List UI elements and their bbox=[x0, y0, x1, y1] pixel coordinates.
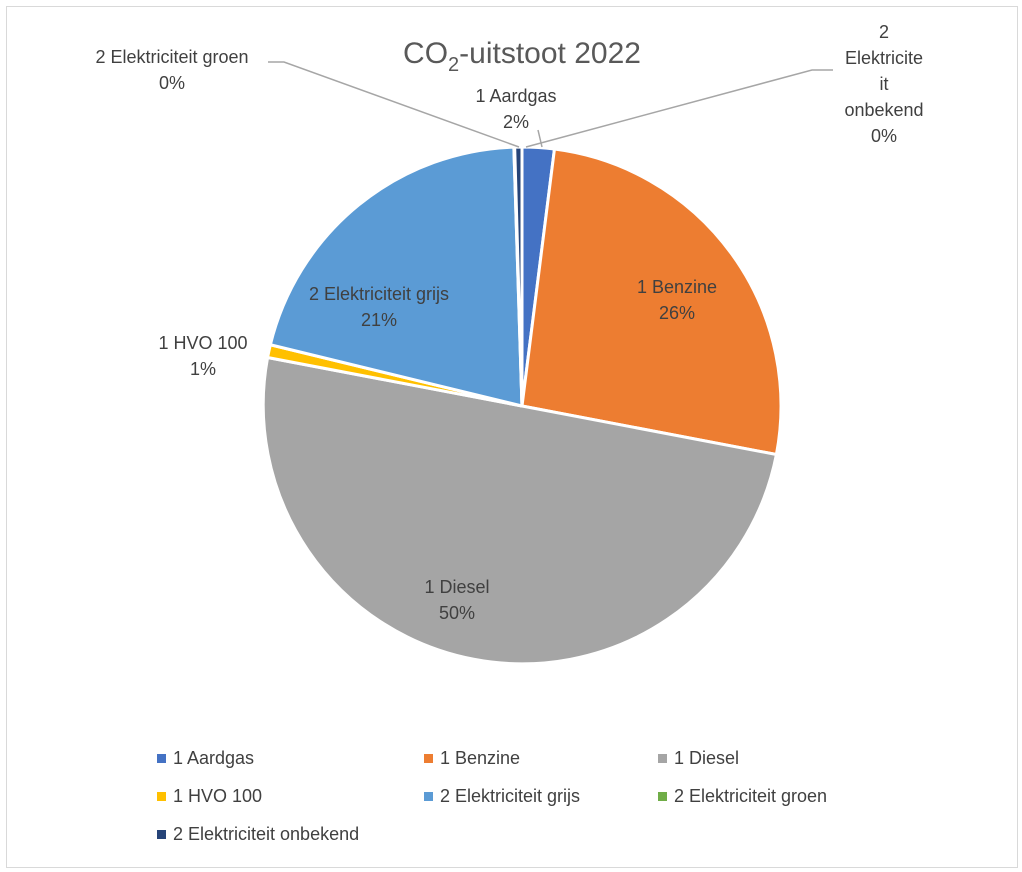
legend-label-1-diesel: 1 Diesel bbox=[674, 748, 739, 768]
data-label-2-elektriciteit-onbekend: 2 Elektricite it onbekend 0% bbox=[844, 22, 923, 146]
leader-line-1-aardgas bbox=[537, 129, 543, 148]
legend: 1 Aardgas 1 Benzine 1 Diesel 1 HVO 100 2 Ele… bbox=[157, 748, 827, 844]
legend-label-1-hvo-100: 1 HVO 100 bbox=[173, 786, 262, 806]
leader-line-2-elektriciteit-groen bbox=[268, 61, 520, 148]
legend-label-2-elektriciteit-grijs: 2 Elektriciteit grijs bbox=[440, 786, 580, 806]
legend-swatch-1-benzine bbox=[424, 754, 433, 763]
chart-title: CO2-uitstoot 2022 bbox=[403, 37, 641, 76]
legend-label-2-elektriciteit-groen: 2 Elektriciteit groen bbox=[674, 786, 827, 806]
chart-title-prefix: CO bbox=[403, 37, 448, 70]
legend-item-1-diesel: 1 Diesel bbox=[658, 748, 739, 768]
legend-item-1-benzine: 1 Benzine bbox=[424, 748, 520, 768]
legend-swatch-2-elektriciteit-grijs bbox=[424, 792, 433, 801]
legend-item-1-hvo-100: 1 HVO 100 bbox=[157, 786, 262, 806]
data-label-2-elektriciteit-grijs: 2 Elektriciteit grijs 21% bbox=[309, 284, 449, 330]
legend-label-2-elektriciteit-onbekend: 2 Elektriciteit onbekend bbox=[173, 824, 359, 844]
legend-swatch-2-elektriciteit-onbekend bbox=[157, 830, 166, 839]
legend-label-1-benzine: 1 Benzine bbox=[440, 748, 520, 768]
pie-slice-1-benzine bbox=[520, 147, 783, 457]
legend-swatch-1-diesel bbox=[658, 754, 667, 763]
chart-title-subscript: 2 bbox=[448, 54, 459, 76]
legend-label-1-aardgas: 1 Aardgas bbox=[173, 748, 254, 768]
legend-swatch-2-elektriciteit-groen bbox=[658, 792, 667, 801]
legend-item-2-elektriciteit-grijs: 2 Elektriciteit grijs bbox=[424, 786, 580, 806]
chart-title-suffix: -uitstoot 2022 bbox=[459, 37, 641, 70]
pie-slice-1-diesel bbox=[261, 355, 778, 666]
leader-line-2-elektriciteit-onbekend bbox=[525, 69, 833, 148]
legend-swatch-1-hvo-100 bbox=[157, 792, 166, 801]
legend-item-2-elektriciteit-onbekend: 2 Elektriciteit onbekend bbox=[157, 824, 359, 844]
data-label-2-elektriciteit-groen: 2 Elektriciteit groen 0% bbox=[95, 47, 248, 93]
data-label-1-benzine: 1 Benzine 26% bbox=[637, 277, 717, 323]
legend-item-1-aardgas: 1 Aardgas bbox=[157, 748, 254, 768]
data-label-1-hvo-100: 1 HVO 100 1% bbox=[158, 333, 247, 379]
pie-slice-2-elektriciteit-grijs bbox=[268, 145, 524, 408]
legend-swatch-1-aardgas bbox=[157, 754, 166, 763]
data-label-1-aardgas: 1 Aardgas 2% bbox=[475, 86, 556, 132]
slice-labels: 1 Aardgas 2% 1 Benzine 26% 1 Diesel 50% 1 HVO … bbox=[95, 22, 923, 623]
legend-item-2-elektriciteit-groen: 2 Elektriciteit groen bbox=[658, 786, 827, 806]
pie-slices bbox=[261, 145, 783, 666]
leader-lines bbox=[268, 61, 833, 148]
data-label-1-diesel: 1 Diesel 50% bbox=[424, 577, 489, 623]
